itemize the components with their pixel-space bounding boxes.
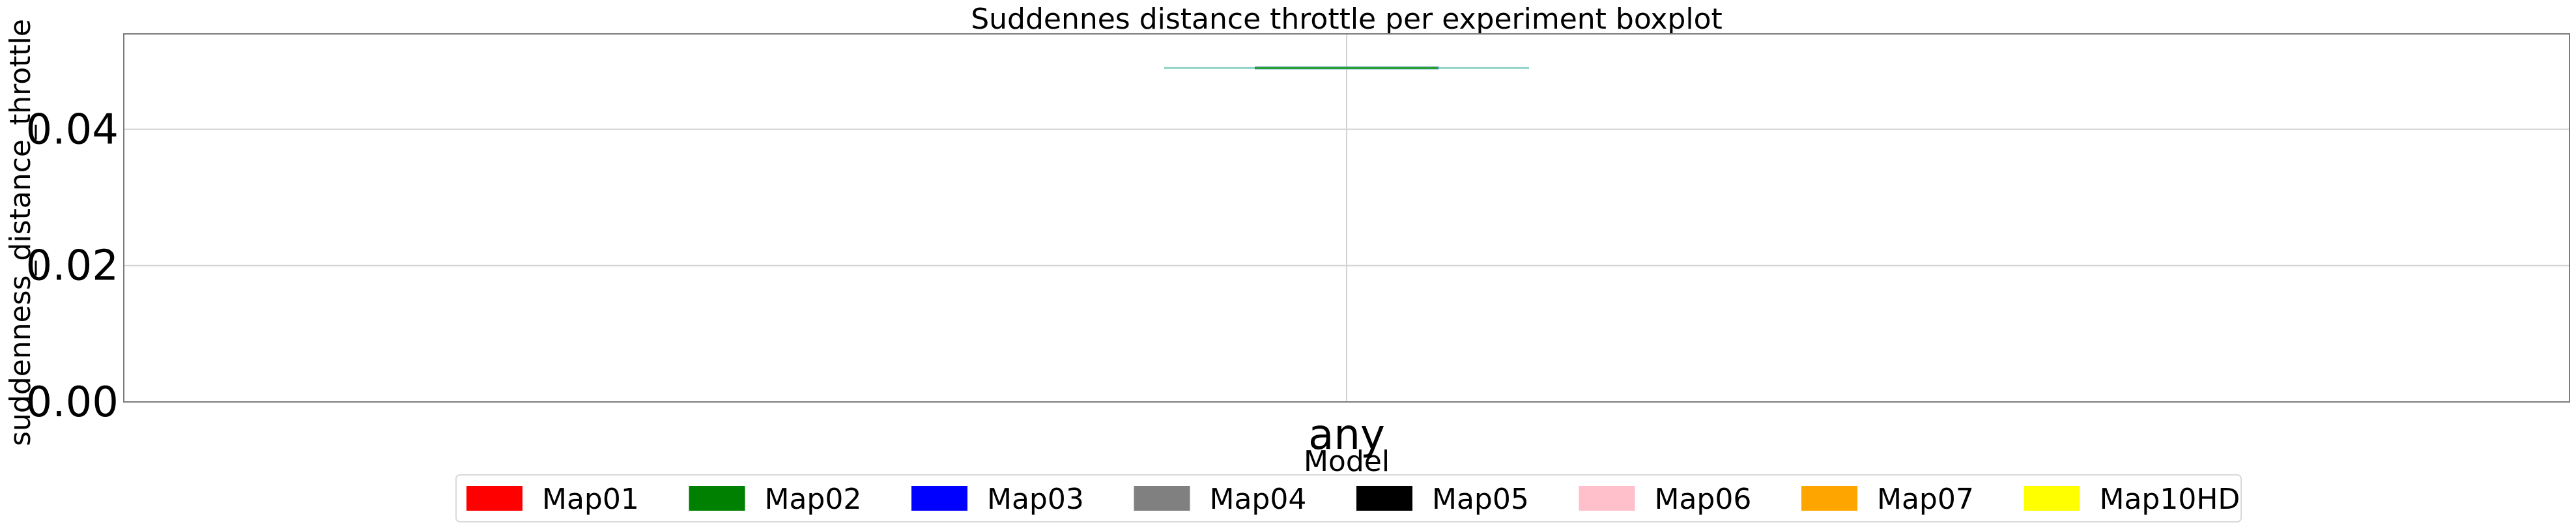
- legend-label: Map04: [1210, 483, 1307, 516]
- legend-item: Map10HD: [2024, 483, 2240, 516]
- chart-title: Suddennes distance throttle per experime…: [971, 3, 1723, 36]
- legend-swatch: [1134, 486, 1190, 511]
- legend-label: Map06: [1655, 483, 1752, 516]
- plot-area: 0.00 0.02 0.04 any: [26, 33, 2570, 459]
- y-axis-label: suddenness_distance_throttle: [4, 19, 37, 446]
- legend-swatch: [1579, 486, 1635, 511]
- y-tick-label: 0.00: [26, 378, 119, 427]
- legend-swatch: [689, 486, 745, 511]
- legend-label: Map07: [1877, 483, 1974, 516]
- legend-swatch: [911, 486, 967, 511]
- legend-swatch: [1356, 486, 1412, 511]
- legend: Map01 Map02 Map03 Map04 Map05 Map06 Map07 Map10…: [455, 474, 2242, 522]
- legend-label: Map10HD: [2100, 483, 2240, 516]
- legend-item: Map06: [1579, 483, 1752, 516]
- legend-label: Map01: [542, 483, 639, 516]
- legend-item: Map01: [466, 483, 639, 516]
- legend-swatch: [466, 486, 522, 511]
- legend-item: Map05: [1356, 483, 1529, 516]
- legend-label: Map02: [765, 483, 862, 516]
- boxplot-box: [1164, 66, 1529, 70]
- axes-frame: [123, 33, 2570, 403]
- x-axis-label: Model: [1304, 445, 1390, 478]
- legend-item: Map07: [1801, 483, 1974, 516]
- legend-item: Map04: [1134, 483, 1307, 516]
- y-tick-label: 0.04: [26, 106, 119, 154]
- y-tick-label: 0.02: [26, 242, 119, 291]
- legend-swatch: [1801, 486, 1857, 511]
- legend-frame: [455, 474, 2242, 522]
- legend-swatch: [2024, 486, 2080, 511]
- legend-item: Map02: [689, 483, 862, 516]
- x-tick-label: any: [1308, 411, 1385, 459]
- legend-label: Map05: [1432, 483, 1529, 516]
- legend-item: Map03: [911, 483, 1084, 516]
- legend-label: Map03: [987, 483, 1084, 516]
